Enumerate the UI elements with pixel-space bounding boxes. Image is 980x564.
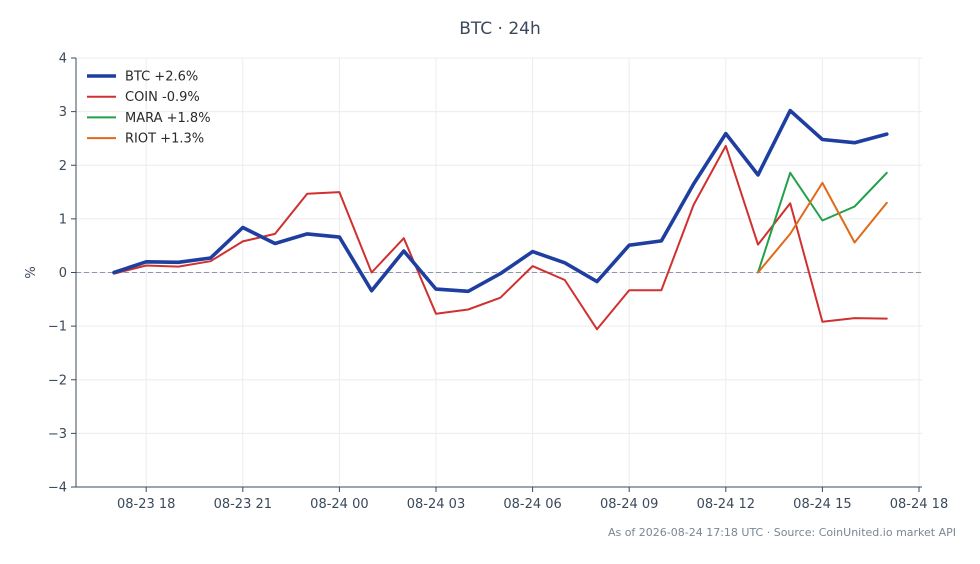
legend-label-btc: BTC +2.6% xyxy=(125,70,198,85)
grid xyxy=(76,57,922,488)
x-tick-label: 08-24 06 xyxy=(503,497,561,512)
chart-title: BTC · 24h xyxy=(459,19,541,39)
x-tick-label: 08-24 09 xyxy=(600,497,658,512)
x-tick-label: 08-24 15 xyxy=(793,497,851,512)
y-tick-label: 3 xyxy=(59,105,67,120)
x-tick-label: 08-24 12 xyxy=(697,497,755,512)
y-tick-label: −3 xyxy=(48,427,67,442)
series-line-btc xyxy=(112,108,889,294)
y-tick-label: 2 xyxy=(59,159,67,174)
y-axis-label: % xyxy=(24,266,39,278)
series-line-mara xyxy=(757,171,888,274)
y-tick-label: −4 xyxy=(48,481,67,496)
y-tick-label: −1 xyxy=(48,320,67,335)
x-tick-label: 08-23 21 xyxy=(214,497,272,512)
x-tick-label: 08-23 18 xyxy=(117,497,175,512)
y-tick-label: 0 xyxy=(59,266,67,281)
legend-label-riot: RIOT +1.3% xyxy=(125,132,204,147)
axes: −4 −3 −2 −1 0 1 2 3 4 08-23 18 08-23 21 08-24 00 08-… xyxy=(48,52,948,513)
y-tick-label: −2 xyxy=(48,373,67,388)
legend-label-coin: COIN -0.9% xyxy=(125,90,200,105)
x-tick-label: 08-24 18 xyxy=(890,497,948,512)
x-tick-label: 08-24 00 xyxy=(310,497,368,512)
y-tick-label: 4 xyxy=(59,52,67,67)
x-tick-label: 08-24 03 xyxy=(407,497,465,512)
legend-label-mara: MARA +1.8% xyxy=(125,111,211,126)
source-footer: As of 2026-08-24 17:18 UTC · Source: Coi… xyxy=(607,526,956,539)
series-line-coin xyxy=(113,144,888,331)
series-line-riot xyxy=(757,181,888,274)
series-lines xyxy=(112,108,889,331)
y-tick-label: 1 xyxy=(59,212,67,227)
legend: BTC +2.6% COIN -0.9% MARA +1.8% RIOT +1.3% xyxy=(87,70,211,147)
